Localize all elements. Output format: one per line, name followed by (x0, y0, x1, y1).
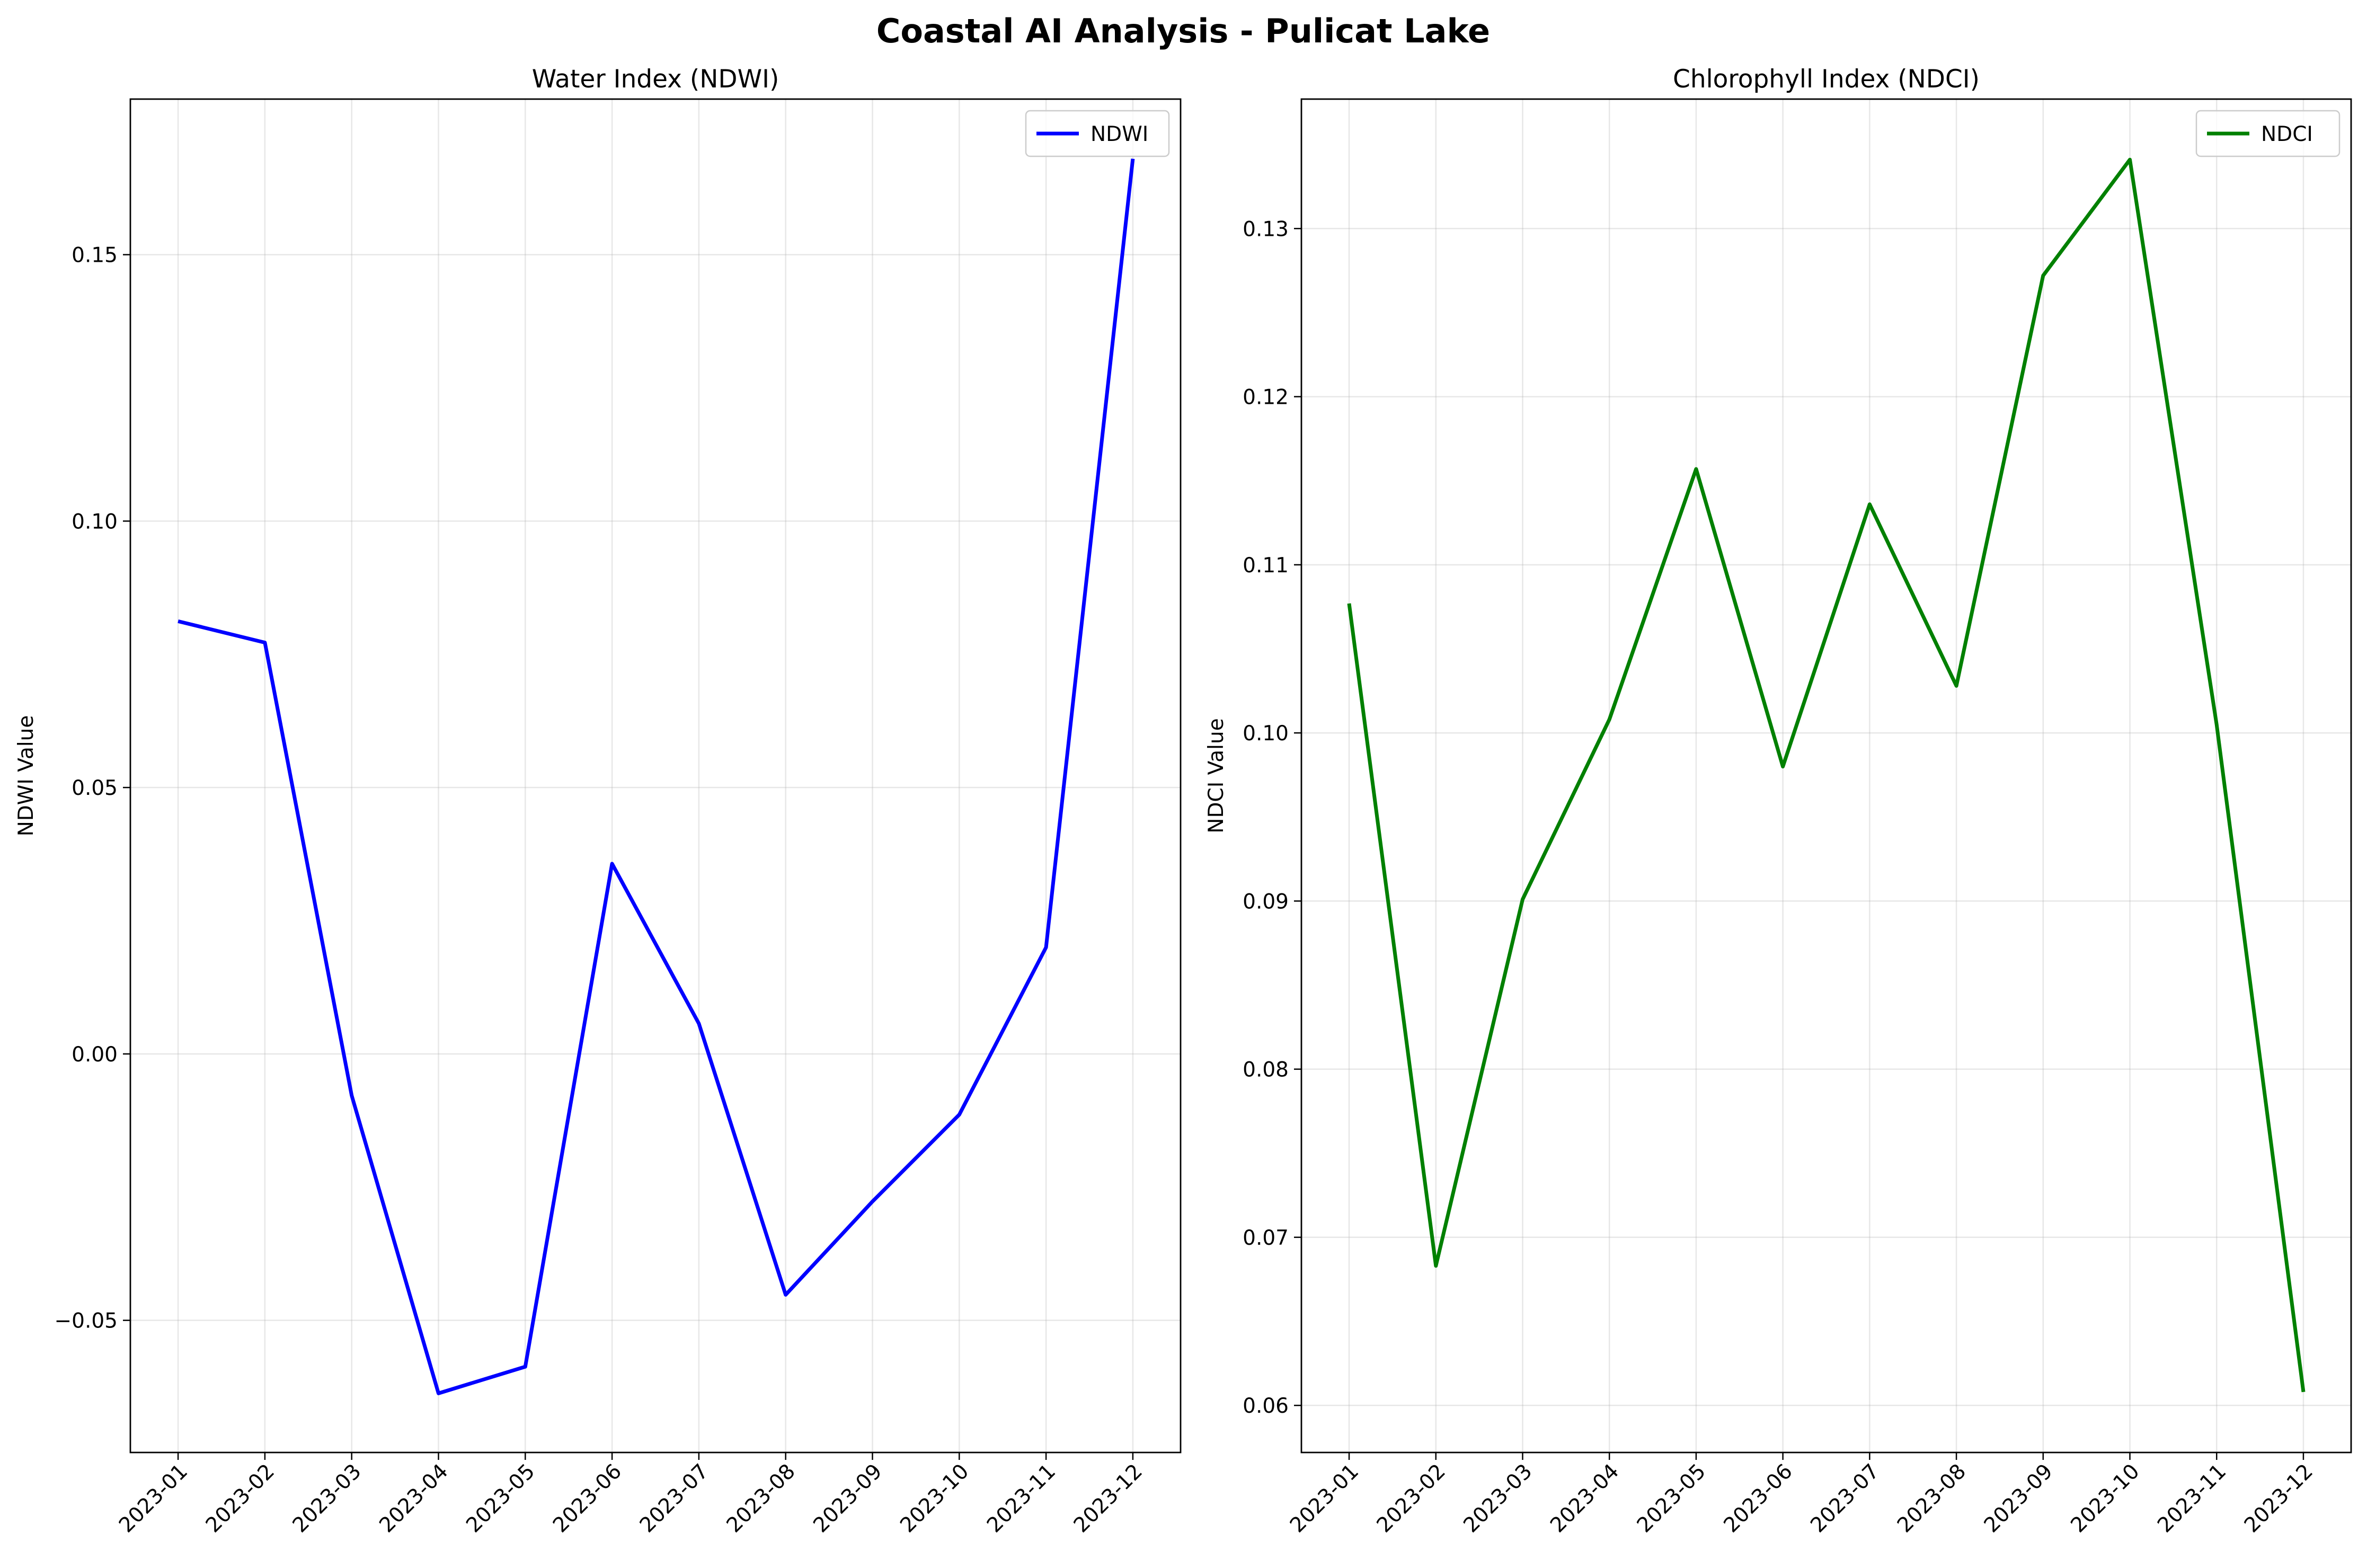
chart2-title: Chlorophyll Index (NDCI) (1673, 65, 1980, 94)
chart2-xtick-label: 2023-03 (1459, 1459, 1537, 1537)
chart2-xtick-label: 2023-09 (1980, 1459, 2058, 1537)
chart1-xtick-label: 2023-03 (288, 1459, 366, 1537)
chart1-legend: NDWI (1026, 111, 1169, 156)
chart2-ytick-label: 0.06 (1243, 1394, 1289, 1418)
chart1-ytick-label: −0.05 (54, 1309, 118, 1333)
chart1-xtick-label: 2023-12 (1069, 1459, 1147, 1537)
chart2-ytick-label: 0.11 (1243, 554, 1289, 578)
chart1-xtick-label: 2023-05 (462, 1459, 539, 1537)
chart1-ytick-label: 0.10 (72, 510, 118, 534)
chart1-xtick-label: 2023-10 (896, 1459, 973, 1537)
chart2-xtick-label: 2023-06 (1719, 1459, 1797, 1537)
chart2-xtick-label: 2023-10 (2067, 1459, 2144, 1537)
chart1-xtick-label: 2023-11 (982, 1459, 1060, 1537)
chart1-xtick-label: 2023-07 (635, 1459, 713, 1537)
chart1-xtick-label: 2023-02 (201, 1459, 279, 1537)
chart2-axes-frame (1301, 99, 2351, 1452)
chart2-ytick-label: 0.08 (1243, 1058, 1289, 1082)
chart1-xtick-label: 2023-08 (722, 1459, 800, 1537)
chart2-xtick-label: 2023-07 (1806, 1459, 1884, 1537)
figure-suptitle: Coastal AI Analysis - Pulicat Lake (876, 12, 1490, 50)
chart1-xtick-label: 2023-04 (375, 1459, 453, 1537)
chart1-series-line-ndwi (178, 159, 1133, 1394)
chart2-xtick-label: 2023-02 (1372, 1459, 1450, 1537)
chart1-ytick-label: 0.05 (72, 776, 118, 800)
chart2-ylabel: NDCI Value (1204, 718, 1228, 833)
chart2-legend: NDCI (2196, 111, 2339, 156)
chart1-xtick-label: 2023-09 (809, 1459, 887, 1537)
chart1-ytick-label: 0.00 (72, 1043, 118, 1067)
chart1-ytick-label: 0.15 (72, 244, 118, 268)
chart1-axes-frame (130, 99, 1181, 1452)
chart1-ylabel: NDWI Value (14, 715, 38, 837)
chart2-xtick-label: 2023-08 (1893, 1459, 1971, 1537)
chart2-ytick-label: 0.09 (1243, 890, 1289, 914)
chart2-series-line-ndci (1349, 160, 2303, 1392)
chart1-xtick-label: 2023-01 (114, 1459, 192, 1537)
chart2-xtick-label: 2023-04 (1546, 1459, 1624, 1537)
chart2-ytick-label: 0.07 (1243, 1226, 1289, 1250)
chart2-xtick-label: 2023-11 (2153, 1459, 2231, 1537)
chart2-xtick-label: 2023-05 (1633, 1459, 1710, 1537)
chart2-ytick-label: 0.12 (1243, 386, 1289, 410)
chart2-ytick-label: 0.10 (1243, 722, 1289, 746)
chart2-xtick-label: 2023-12 (2240, 1459, 2318, 1537)
chart1-xtick-label: 2023-06 (548, 1459, 626, 1537)
chart2-xtick-label: 2023-01 (1286, 1459, 1363, 1537)
chart2-ytick-label: 0.13 (1243, 217, 1289, 241)
chart1-legend-label: NDWI (1091, 122, 1148, 146)
chart1-title: Water Index (NDWI) (532, 65, 779, 94)
chart2-legend-label: NDCI (2261, 122, 2313, 146)
